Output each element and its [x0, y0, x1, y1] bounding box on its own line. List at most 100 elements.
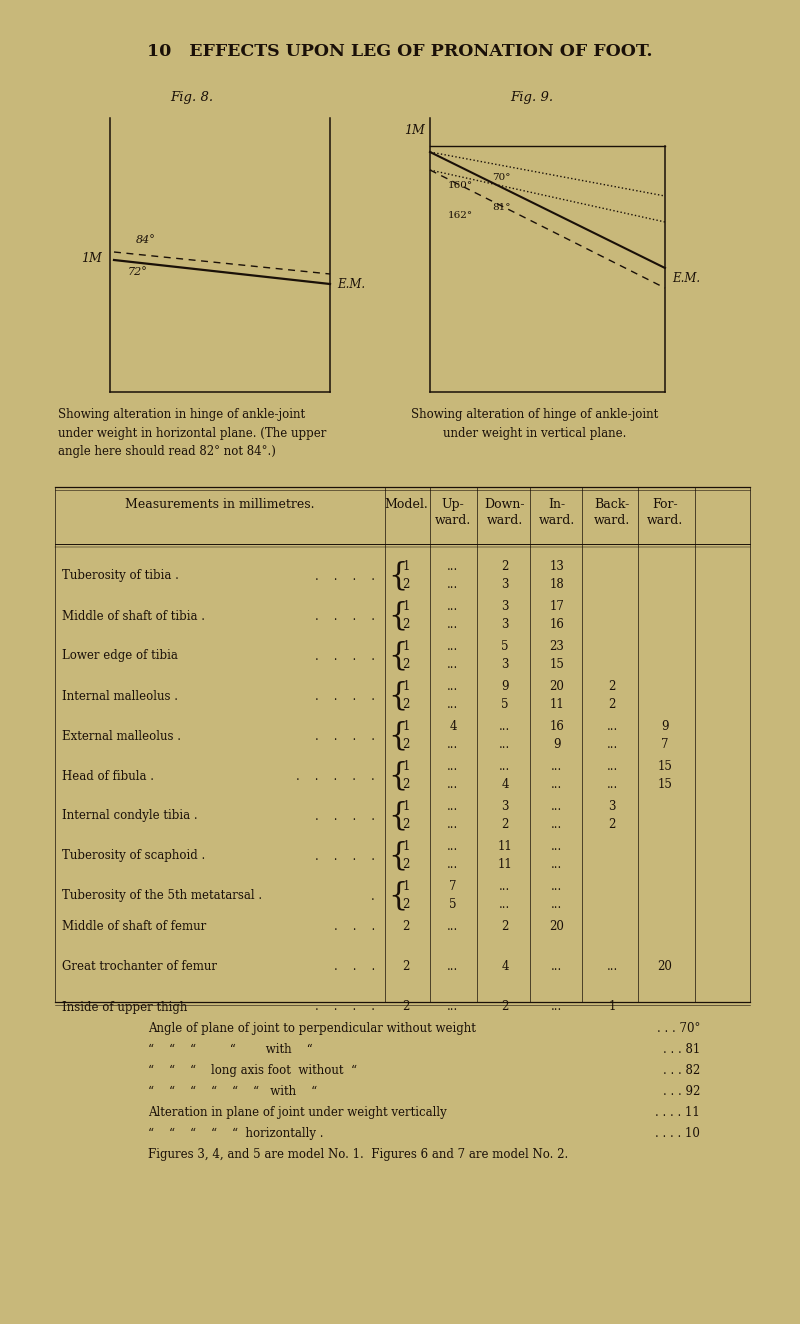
- Text: Tuberosity of the 5th metatarsal .: Tuberosity of the 5th metatarsal .: [62, 890, 262, 903]
- Text: Showing alteration in hinge of ankle-joint
under weight in horizontal plane. (Th: Showing alteration in hinge of ankle-joi…: [58, 408, 326, 458]
- Text: 4: 4: [450, 720, 457, 733]
- Text: “    “    “         “        with    “: “ “ “ “ with “: [148, 1043, 313, 1057]
- Text: 23: 23: [550, 641, 565, 654]
- Text: 1: 1: [402, 760, 410, 773]
- Text: 1: 1: [402, 720, 410, 733]
- Text: .    .    .    .: . . . .: [300, 650, 375, 662]
- Text: 7: 7: [450, 880, 457, 894]
- Text: ...: ...: [447, 658, 458, 671]
- Text: {: {: [388, 880, 407, 911]
- Text: 17: 17: [550, 601, 565, 613]
- Text: 2: 2: [502, 560, 509, 573]
- Text: 16: 16: [550, 720, 565, 733]
- Text: 2: 2: [502, 920, 509, 933]
- Text: 3: 3: [502, 618, 509, 632]
- Text: 1: 1: [402, 641, 410, 654]
- Text: ...: ...: [447, 618, 458, 632]
- Text: Angle of plane of joint to perpendicular without weight: Angle of plane of joint to perpendicular…: [148, 1022, 476, 1035]
- Text: 5: 5: [502, 699, 509, 711]
- Text: 11: 11: [498, 841, 512, 854]
- Text: ...: ...: [551, 858, 562, 871]
- Text: 162°: 162°: [448, 211, 473, 220]
- Text: 1: 1: [402, 681, 410, 694]
- Text: .    .    .    .: . . . .: [300, 569, 375, 583]
- Text: {: {: [388, 681, 407, 711]
- Text: {: {: [388, 560, 407, 592]
- Text: {: {: [388, 801, 407, 831]
- Text: 4: 4: [502, 779, 509, 792]
- Text: Showing alteration of hinge of ankle-joint
under weight in vertical plane.: Showing alteration of hinge of ankle-joi…: [411, 408, 658, 440]
- Text: 2: 2: [402, 1001, 410, 1013]
- Text: 3: 3: [502, 801, 509, 813]
- Text: E.M.: E.M.: [672, 271, 700, 285]
- Text: ...: ...: [447, 699, 458, 711]
- Text: Fig. 9.: Fig. 9.: [510, 91, 554, 105]
- Text: 5: 5: [450, 899, 457, 911]
- Text: 70°: 70°: [492, 173, 510, 183]
- Text: 1M: 1M: [82, 252, 102, 265]
- Text: Back-
ward.: Back- ward.: [594, 498, 630, 527]
- Text: 9: 9: [554, 739, 561, 752]
- Text: ...: ...: [551, 1001, 562, 1013]
- Text: E.M.: E.M.: [337, 278, 365, 291]
- Text: 15: 15: [550, 658, 565, 671]
- Text: 1: 1: [402, 601, 410, 613]
- Text: External malleolus .: External malleolus .: [62, 730, 181, 743]
- Text: 2: 2: [502, 1001, 509, 1013]
- Text: ...: ...: [551, 779, 562, 792]
- Text: ...: ...: [606, 739, 618, 752]
- Text: 13: 13: [550, 560, 565, 573]
- Text: 84°: 84°: [136, 234, 156, 245]
- Text: ...: ...: [606, 720, 618, 733]
- Text: .    .    .    .    .: . . . . .: [282, 769, 375, 782]
- Text: .    .    .    .: . . . .: [300, 690, 375, 703]
- Text: ...: ...: [447, 779, 458, 792]
- Text: .    .    .    .: . . . .: [300, 850, 375, 862]
- Text: 1M: 1M: [404, 123, 425, 136]
- Text: Middle of shaft of tibia .: Middle of shaft of tibia .: [62, 609, 205, 622]
- Text: .    .    .    .: . . . .: [300, 1001, 375, 1013]
- Text: {: {: [388, 720, 407, 752]
- Text: ...: ...: [447, 739, 458, 752]
- Text: Great trochanter of femur: Great trochanter of femur: [62, 960, 217, 973]
- Text: 15: 15: [658, 760, 673, 773]
- Text: 72°: 72°: [128, 267, 148, 277]
- Text: 3: 3: [502, 579, 509, 592]
- Text: ...: ...: [499, 899, 510, 911]
- Text: 16: 16: [550, 618, 565, 632]
- Text: 1: 1: [402, 801, 410, 813]
- Text: 10   EFFECTS UPON LEG OF PRONATION OF FOOT.: 10 EFFECTS UPON LEG OF PRONATION OF FOOT…: [147, 44, 653, 61]
- Text: .    .    .: . . .: [318, 960, 375, 973]
- Text: Head of fibula .: Head of fibula .: [62, 769, 154, 782]
- Text: {: {: [388, 641, 407, 671]
- Text: Tuberosity of tibia .: Tuberosity of tibia .: [62, 569, 179, 583]
- Text: ...: ...: [447, 801, 458, 813]
- Text: .    .    .    .: . . . .: [300, 809, 375, 822]
- Text: 11: 11: [498, 858, 512, 871]
- Text: 1: 1: [402, 880, 410, 894]
- Text: 3: 3: [608, 801, 616, 813]
- Text: Tuberosity of scaphoid .: Tuberosity of scaphoid .: [62, 850, 206, 862]
- Text: ...: ...: [447, 601, 458, 613]
- Text: 11: 11: [550, 699, 564, 711]
- Text: ...: ...: [447, 681, 458, 694]
- Text: ...: ...: [447, 641, 458, 654]
- Text: 2: 2: [608, 681, 616, 694]
- Text: 1: 1: [402, 841, 410, 854]
- Text: 2: 2: [502, 818, 509, 831]
- Text: .    .    .    .: . . . .: [300, 609, 375, 622]
- Text: 2: 2: [402, 818, 410, 831]
- Text: 7: 7: [662, 739, 669, 752]
- Text: ...: ...: [447, 920, 458, 933]
- Text: ...: ...: [447, 841, 458, 854]
- Text: 1: 1: [608, 1001, 616, 1013]
- Text: . . . 70°: . . . 70°: [657, 1022, 700, 1035]
- Text: Lower edge of tibia: Lower edge of tibia: [62, 650, 178, 662]
- Text: “    “    “    “    “  horizontally .: “ “ “ “ “ horizontally .: [148, 1127, 323, 1140]
- Text: ...: ...: [606, 779, 618, 792]
- Text: ...: ...: [551, 760, 562, 773]
- Text: 2: 2: [402, 739, 410, 752]
- Text: Down-
ward.: Down- ward.: [485, 498, 526, 527]
- Text: 2: 2: [402, 779, 410, 792]
- Text: Fig. 8.: Fig. 8.: [170, 91, 214, 105]
